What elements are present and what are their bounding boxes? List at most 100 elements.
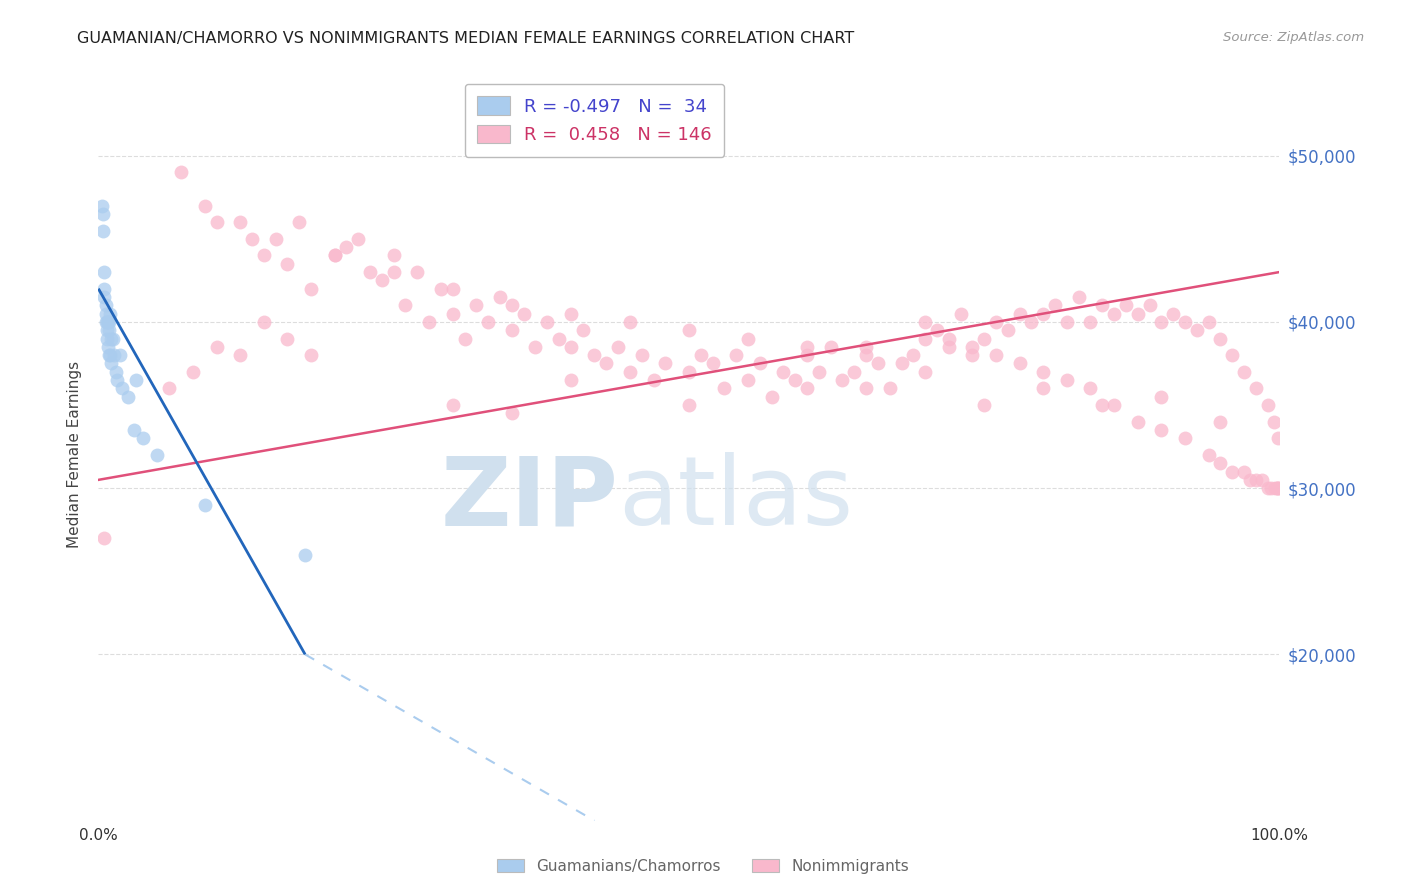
Point	[406, 265, 429, 279]
Point	[1263, 415, 1285, 429]
Point	[820, 340, 842, 354]
Point	[1264, 481, 1286, 495]
Point	[713, 381, 735, 395]
Point	[276, 257, 298, 271]
Point	[105, 373, 128, 387]
Point	[205, 340, 228, 354]
Point	[1198, 315, 1220, 329]
Point	[1250, 473, 1272, 487]
Point	[501, 323, 523, 337]
Point	[111, 381, 134, 395]
Point	[194, 198, 217, 212]
Point	[595, 356, 617, 371]
Point	[240, 232, 263, 246]
Point	[831, 373, 853, 387]
Point	[117, 390, 139, 404]
Point	[91, 207, 114, 221]
Point	[1150, 423, 1173, 437]
Point	[98, 323, 121, 337]
Point	[93, 531, 115, 545]
Point	[1198, 448, 1220, 462]
Point	[125, 373, 148, 387]
Point	[879, 381, 901, 395]
Point	[1233, 365, 1256, 379]
Point	[97, 315, 120, 329]
Point	[1265, 481, 1288, 495]
Point	[678, 398, 700, 412]
Point	[98, 348, 121, 362]
Point	[548, 332, 571, 346]
Point	[571, 323, 593, 337]
Point	[157, 381, 180, 395]
Point	[489, 290, 512, 304]
Point	[560, 373, 582, 387]
Point	[299, 282, 322, 296]
Point	[607, 340, 630, 354]
Point	[105, 365, 128, 379]
Point	[1257, 398, 1279, 412]
Point	[94, 307, 117, 321]
Point	[536, 315, 558, 329]
Point	[91, 223, 114, 237]
Text: ZIP: ZIP	[440, 452, 619, 545]
Point	[465, 298, 488, 312]
Point	[1244, 473, 1267, 487]
Point	[1067, 290, 1090, 304]
Point	[264, 232, 287, 246]
Point	[253, 315, 276, 329]
Point	[91, 198, 114, 212]
Point	[194, 498, 217, 512]
Point	[630, 348, 652, 362]
Point	[1056, 315, 1078, 329]
Point	[512, 307, 534, 321]
Point	[1115, 298, 1137, 312]
Point	[1267, 481, 1289, 495]
Point	[1008, 356, 1031, 371]
Point	[807, 365, 830, 379]
Point	[560, 340, 582, 354]
Point	[855, 348, 877, 362]
Point	[98, 315, 121, 329]
Point	[1008, 307, 1031, 321]
Point	[678, 365, 700, 379]
Point	[323, 248, 346, 262]
Point	[560, 307, 582, 321]
Point	[1233, 465, 1256, 479]
Point	[1139, 298, 1161, 312]
Point	[97, 340, 120, 354]
Text: GUAMANIAN/CHAMORRO VS NONIMMIGRANTS MEDIAN FEMALE EARNINGS CORRELATION CHART: GUAMANIAN/CHAMORRO VS NONIMMIGRANTS MEDI…	[77, 31, 855, 46]
Point	[1209, 332, 1232, 346]
Point	[294, 548, 316, 562]
Point	[1080, 381, 1102, 395]
Point	[962, 340, 984, 354]
Point	[678, 323, 700, 337]
Point	[1209, 456, 1232, 470]
Point	[984, 315, 1007, 329]
Point	[914, 315, 936, 329]
Point	[725, 348, 748, 362]
Point	[949, 307, 972, 321]
Point	[903, 348, 925, 362]
Point	[654, 356, 676, 371]
Point	[1080, 315, 1102, 329]
Point	[1091, 398, 1114, 412]
Text: Source: ZipAtlas.com: Source: ZipAtlas.com	[1223, 31, 1364, 45]
Point	[323, 248, 346, 262]
Point	[1267, 431, 1289, 445]
Point	[100, 356, 122, 371]
Point	[1185, 323, 1208, 337]
Point	[146, 448, 169, 462]
Point	[796, 340, 818, 354]
Point	[973, 398, 995, 412]
Point	[501, 406, 523, 420]
Point	[441, 282, 464, 296]
Point	[1043, 298, 1066, 312]
Point	[96, 315, 118, 329]
Point	[1209, 415, 1232, 429]
Point	[1126, 415, 1149, 429]
Point	[229, 215, 252, 229]
Text: atlas: atlas	[619, 452, 853, 545]
Point	[122, 423, 145, 437]
Point	[748, 356, 770, 371]
Point	[1220, 348, 1243, 362]
